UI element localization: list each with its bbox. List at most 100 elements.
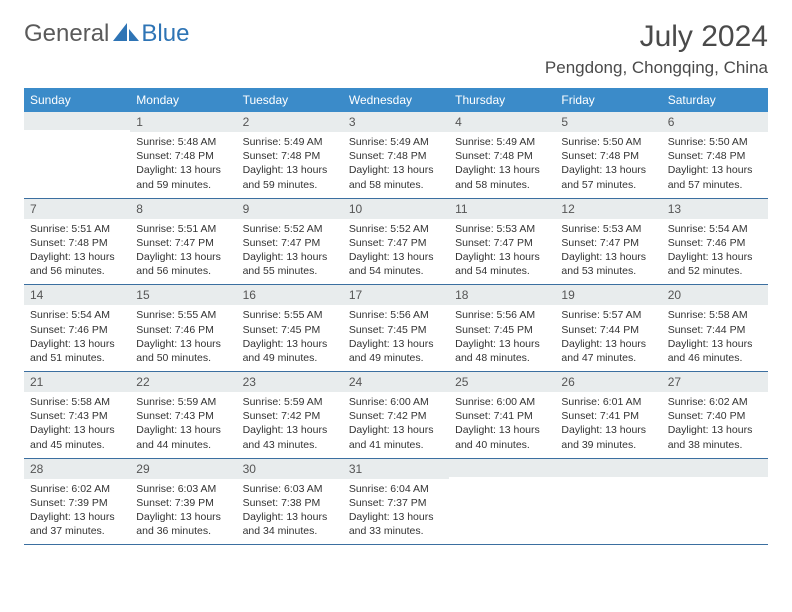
dow-header-cell: Sunday <box>24 88 130 112</box>
day-data: Sunrise: 5:59 AMSunset: 7:43 PMDaylight:… <box>130 392 236 458</box>
day-number: 8 <box>130 199 236 219</box>
day-cell: 11Sunrise: 5:53 AMSunset: 7:47 PMDayligh… <box>449 198 555 285</box>
daylight-text: Daylight: 13 hours and 59 minutes. <box>136 163 230 191</box>
sunset-text: Sunset: 7:44 PM <box>668 323 762 337</box>
day-cell: 6Sunrise: 5:50 AMSunset: 7:48 PMDaylight… <box>662 112 768 198</box>
sunset-text: Sunset: 7:37 PM <box>349 496 443 510</box>
daylight-text: Daylight: 13 hours and 40 minutes. <box>455 423 549 451</box>
day-data: Sunrise: 6:00 AMSunset: 7:41 PMDaylight:… <box>449 392 555 458</box>
sunset-text: Sunset: 7:48 PM <box>561 149 655 163</box>
daylight-text: Daylight: 13 hours and 41 minutes. <box>349 423 443 451</box>
sunset-text: Sunset: 7:45 PM <box>349 323 443 337</box>
day-number <box>555 459 661 477</box>
day-cell: 13Sunrise: 5:54 AMSunset: 7:46 PMDayligh… <box>662 198 768 285</box>
sunset-text: Sunset: 7:48 PM <box>455 149 549 163</box>
sunset-text: Sunset: 7:48 PM <box>349 149 443 163</box>
daylight-text: Daylight: 13 hours and 49 minutes. <box>349 337 443 365</box>
daylight-text: Daylight: 13 hours and 47 minutes. <box>561 337 655 365</box>
day-data: Sunrise: 6:02 AMSunset: 7:39 PMDaylight:… <box>24 479 130 545</box>
day-number: 25 <box>449 372 555 392</box>
sunrise-text: Sunrise: 6:00 AM <box>455 395 549 409</box>
daylight-text: Daylight: 13 hours and 37 minutes. <box>30 510 124 538</box>
daylight-text: Daylight: 13 hours and 56 minutes. <box>30 250 124 278</box>
day-cell <box>24 112 130 198</box>
sunrise-text: Sunrise: 5:57 AM <box>561 308 655 322</box>
sunset-text: Sunset: 7:47 PM <box>561 236 655 250</box>
sunset-text: Sunset: 7:46 PM <box>668 236 762 250</box>
daylight-text: Daylight: 13 hours and 57 minutes. <box>668 163 762 191</box>
dow-header-cell: Monday <box>130 88 236 112</box>
day-cell: 7Sunrise: 5:51 AMSunset: 7:48 PMDaylight… <box>24 198 130 285</box>
day-cell: 4Sunrise: 5:49 AMSunset: 7:48 PMDaylight… <box>449 112 555 198</box>
week-row: 7Sunrise: 5:51 AMSunset: 7:48 PMDaylight… <box>24 198 768 285</box>
day-data: Sunrise: 5:49 AMSunset: 7:48 PMDaylight:… <box>343 132 449 198</box>
sunrise-text: Sunrise: 5:58 AM <box>668 308 762 322</box>
sunset-text: Sunset: 7:46 PM <box>30 323 124 337</box>
day-number <box>24 112 130 130</box>
sunset-text: Sunset: 7:45 PM <box>243 323 337 337</box>
day-cell: 26Sunrise: 6:01 AMSunset: 7:41 PMDayligh… <box>555 372 661 459</box>
daylight-text: Daylight: 13 hours and 58 minutes. <box>349 163 443 191</box>
day-cell: 17Sunrise: 5:56 AMSunset: 7:45 PMDayligh… <box>343 285 449 372</box>
sunrise-text: Sunrise: 5:54 AM <box>30 308 124 322</box>
daylight-text: Daylight: 13 hours and 38 minutes. <box>668 423 762 451</box>
daylight-text: Daylight: 13 hours and 33 minutes. <box>349 510 443 538</box>
day-data <box>449 477 555 535</box>
sunset-text: Sunset: 7:47 PM <box>349 236 443 250</box>
daylight-text: Daylight: 13 hours and 48 minutes. <box>455 337 549 365</box>
day-cell <box>555 458 661 545</box>
day-number <box>662 459 768 477</box>
day-number: 4 <box>449 112 555 132</box>
sunrise-text: Sunrise: 6:02 AM <box>30 482 124 496</box>
day-cell <box>662 458 768 545</box>
sunset-text: Sunset: 7:42 PM <box>349 409 443 423</box>
day-data: Sunrise: 6:01 AMSunset: 7:41 PMDaylight:… <box>555 392 661 458</box>
sunrise-text: Sunrise: 6:03 AM <box>136 482 230 496</box>
day-data <box>662 477 768 535</box>
day-data: Sunrise: 5:48 AMSunset: 7:48 PMDaylight:… <box>130 132 236 198</box>
day-number: 15 <box>130 285 236 305</box>
day-data: Sunrise: 6:03 AMSunset: 7:38 PMDaylight:… <box>237 479 343 545</box>
day-number: 18 <box>449 285 555 305</box>
day-number: 12 <box>555 199 661 219</box>
sunrise-text: Sunrise: 5:48 AM <box>136 135 230 149</box>
daylight-text: Daylight: 13 hours and 56 minutes. <box>136 250 230 278</box>
daylight-text: Daylight: 13 hours and 45 minutes. <box>30 423 124 451</box>
sunrise-text: Sunrise: 5:55 AM <box>136 308 230 322</box>
sunset-text: Sunset: 7:38 PM <box>243 496 337 510</box>
sunset-text: Sunset: 7:42 PM <box>243 409 337 423</box>
sunset-text: Sunset: 7:47 PM <box>243 236 337 250</box>
sunrise-text: Sunrise: 5:52 AM <box>243 222 337 236</box>
day-number: 17 <box>343 285 449 305</box>
logo-text-part1: General <box>24 20 109 48</box>
day-data: Sunrise: 5:51 AMSunset: 7:48 PMDaylight:… <box>24 219 130 285</box>
day-number: 28 <box>24 459 130 479</box>
sunrise-text: Sunrise: 5:58 AM <box>30 395 124 409</box>
sunset-text: Sunset: 7:39 PM <box>30 496 124 510</box>
daylight-text: Daylight: 13 hours and 55 minutes. <box>243 250 337 278</box>
day-number: 1 <box>130 112 236 132</box>
day-cell: 3Sunrise: 5:49 AMSunset: 7:48 PMDaylight… <box>343 112 449 198</box>
day-number: 31 <box>343 459 449 479</box>
day-number: 30 <box>237 459 343 479</box>
sunrise-text: Sunrise: 5:49 AM <box>349 135 443 149</box>
sunrise-text: Sunrise: 5:54 AM <box>668 222 762 236</box>
day-cell: 15Sunrise: 5:55 AMSunset: 7:46 PMDayligh… <box>130 285 236 372</box>
day-cell: 31Sunrise: 6:04 AMSunset: 7:37 PMDayligh… <box>343 458 449 545</box>
daylight-text: Daylight: 13 hours and 54 minutes. <box>455 250 549 278</box>
sunset-text: Sunset: 7:46 PM <box>136 323 230 337</box>
dow-header-cell: Friday <box>555 88 661 112</box>
day-number: 16 <box>237 285 343 305</box>
month-title: July 2024 <box>545 20 768 54</box>
day-cell <box>449 458 555 545</box>
sunrise-text: Sunrise: 6:00 AM <box>349 395 443 409</box>
day-cell: 18Sunrise: 5:56 AMSunset: 7:45 PMDayligh… <box>449 285 555 372</box>
sunset-text: Sunset: 7:48 PM <box>136 149 230 163</box>
daylight-text: Daylight: 13 hours and 46 minutes. <box>668 337 762 365</box>
day-cell: 8Sunrise: 5:51 AMSunset: 7:47 PMDaylight… <box>130 198 236 285</box>
day-data: Sunrise: 6:03 AMSunset: 7:39 PMDaylight:… <box>130 479 236 545</box>
day-number: 5 <box>555 112 661 132</box>
day-number: 19 <box>555 285 661 305</box>
day-cell: 23Sunrise: 5:59 AMSunset: 7:42 PMDayligh… <box>237 372 343 459</box>
sunset-text: Sunset: 7:39 PM <box>136 496 230 510</box>
